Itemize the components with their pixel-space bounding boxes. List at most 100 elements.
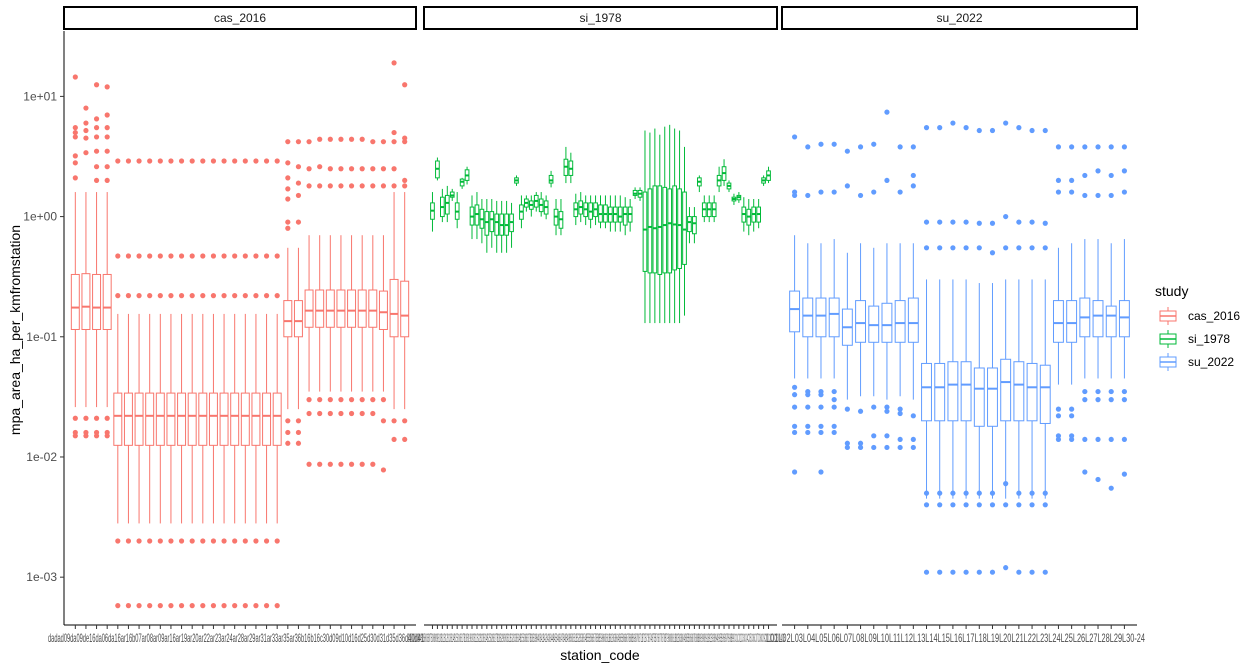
box-su_2022-6 — [855, 144, 867, 451]
outlier-point — [844, 183, 850, 189]
y-tick-label: 1e-03 — [26, 570, 57, 584]
iqr-box — [378, 290, 388, 330]
iqr-box — [1052, 300, 1064, 343]
outlier-point — [93, 116, 100, 122]
outlier-point — [189, 158, 195, 164]
outlier-point — [402, 177, 408, 184]
iqr-box — [672, 185, 677, 271]
outlier-point — [189, 603, 195, 609]
iqr-box — [677, 188, 682, 269]
iqr-box — [1026, 362, 1038, 422]
outlier-point — [178, 603, 185, 609]
box-cas_2016-11 — [177, 158, 187, 609]
outlier-point — [791, 192, 798, 199]
iqr-box — [934, 362, 946, 422]
outlier-point — [1121, 436, 1128, 443]
iqr-box — [315, 289, 325, 328]
iqr-box — [881, 302, 893, 343]
outlier-point — [910, 413, 916, 419]
box-si_1978-41 — [627, 199, 633, 232]
outlier-point — [253, 603, 259, 609]
outlier-point — [200, 253, 206, 259]
iqr-box — [1066, 300, 1078, 343]
box-su_2022-16 — [987, 127, 998, 575]
iqr-box — [155, 392, 165, 446]
outlier-point — [950, 569, 956, 575]
outlier-point — [306, 397, 312, 403]
box-si_1978-56 — [701, 195, 707, 223]
box-si_1978-27 — [558, 199, 564, 236]
outlier-point — [370, 461, 376, 467]
outlier-point — [791, 384, 798, 390]
outlier-point — [1029, 502, 1035, 508]
outlier-point — [871, 433, 877, 439]
box-cas_2016-7 — [134, 158, 144, 609]
iqr-box — [123, 392, 133, 446]
iqr-box — [789, 290, 801, 333]
outlier-point — [348, 166, 355, 172]
outlier-point — [263, 293, 270, 299]
outlier-point — [937, 245, 943, 251]
outlier-point — [1108, 397, 1114, 403]
box-su_2022-7 — [868, 141, 880, 451]
outlier-point — [147, 158, 153, 164]
outlier-point — [274, 293, 280, 299]
outlier-point — [831, 404, 837, 410]
iqr-box — [1013, 361, 1025, 422]
outlier-point — [115, 253, 121, 259]
outlier-point — [831, 423, 837, 429]
outlier-point — [380, 397, 387, 403]
box-si_1978-1 — [430, 192, 435, 232]
iqr-box — [92, 273, 102, 330]
outlier-point — [370, 139, 376, 145]
box-cas_2016-26 — [336, 136, 346, 467]
box-su_2022-18 — [1013, 125, 1025, 575]
outlier-point — [200, 158, 206, 164]
iqr-box — [251, 392, 261, 446]
outlier-point — [950, 120, 956, 126]
outlier-point — [338, 166, 344, 172]
box-cas_2016-8 — [145, 158, 155, 609]
iqr-box — [219, 392, 229, 446]
x-tick-labels: dadad09da09de16da06da16ar16b07ar08ar09ar… — [48, 631, 424, 645]
outlier-point — [125, 253, 132, 259]
outlier-point — [989, 490, 996, 496]
box-si_1978-62 — [731, 193, 737, 205]
outlier-point — [242, 603, 248, 609]
outlier-point — [1042, 127, 1048, 134]
box-si_1978-52 — [682, 146, 687, 316]
box-cas_2016-2 — [81, 105, 91, 439]
outlier-point — [242, 293, 248, 299]
box-si_1978-32 — [583, 195, 589, 226]
box-si_1978-25 — [548, 170, 554, 188]
outlier-point — [348, 136, 355, 142]
outlier-point — [1069, 413, 1075, 419]
outlier-point — [897, 189, 903, 195]
outlier-point — [168, 158, 174, 164]
outlier-point — [831, 388, 837, 395]
outlier-point — [93, 433, 100, 439]
outlier-point — [805, 404, 811, 410]
outlier-point — [844, 406, 850, 412]
outlier-point — [253, 158, 259, 164]
legend-item-cas_2016: cas_2016 — [1159, 307, 1240, 325]
outlier-point — [317, 397, 323, 403]
outlier-point — [232, 293, 238, 299]
outlier-point — [93, 164, 100, 170]
outlier-point — [857, 408, 864, 414]
box-si_1978-30 — [573, 193, 579, 226]
outlier-point — [274, 603, 280, 609]
outlier-point — [831, 397, 837, 403]
outlier-point — [253, 293, 259, 299]
outlier-point — [221, 158, 227, 164]
box-su_2022-14 — [960, 125, 972, 575]
outlier-point — [306, 166, 312, 172]
outlier-point — [1042, 502, 1048, 508]
outlier-point — [285, 219, 291, 225]
box-su_2022-22 — [1066, 144, 1078, 443]
box-su_2022-1 — [789, 134, 801, 475]
outlier-point — [359, 136, 365, 142]
iqr-box — [987, 367, 998, 427]
outlier-point — [976, 569, 982, 575]
